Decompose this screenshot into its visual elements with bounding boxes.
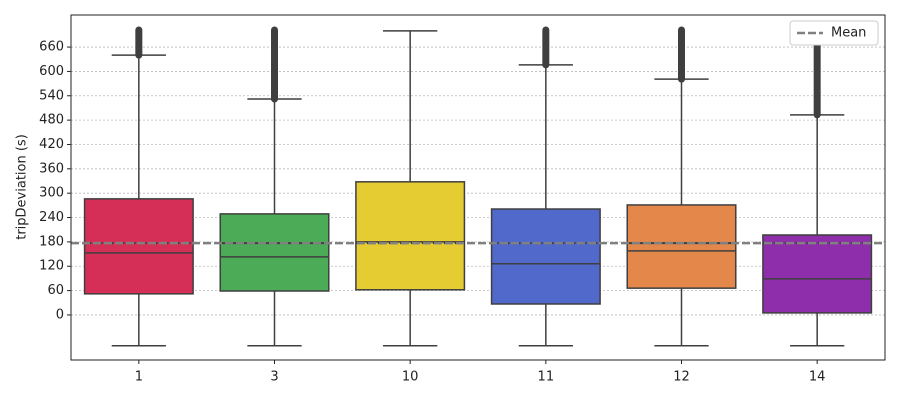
box: [762, 234, 873, 314]
y-tick-label: 180: [39, 234, 64, 249]
y-tick-label: 660: [39, 40, 64, 55]
x-tick-label: 11: [538, 370, 555, 385]
y-tick-label: 300: [39, 186, 64, 201]
x-tick-label: 14: [809, 370, 826, 385]
y-tick-label: 480: [39, 113, 64, 128]
y-axis-label: tripDeviation (s): [15, 134, 30, 240]
x-tick-label: 10: [402, 370, 419, 385]
y-tick-label: 420: [39, 137, 64, 152]
box: [490, 208, 601, 305]
y-tick-label: 540: [39, 88, 64, 103]
x-tick-label: 12: [673, 370, 690, 385]
y-tick-label: 60: [47, 283, 64, 298]
y-tick-label: 0: [56, 307, 64, 322]
x-tick-label: 1: [135, 370, 143, 385]
box: [219, 213, 330, 292]
y-tick-label: 360: [39, 161, 64, 176]
box: [355, 181, 466, 291]
plot-frame: [70, 14, 886, 361]
box: [626, 204, 737, 289]
y-tick-label: 240: [39, 210, 64, 225]
box: [83, 198, 194, 295]
y-tick-label: 120: [39, 259, 64, 274]
x-tick-label: 3: [270, 370, 278, 385]
y-tick-label: 600: [39, 64, 64, 79]
legend-box: [789, 20, 879, 46]
legend-label: Mean: [831, 26, 866, 41]
